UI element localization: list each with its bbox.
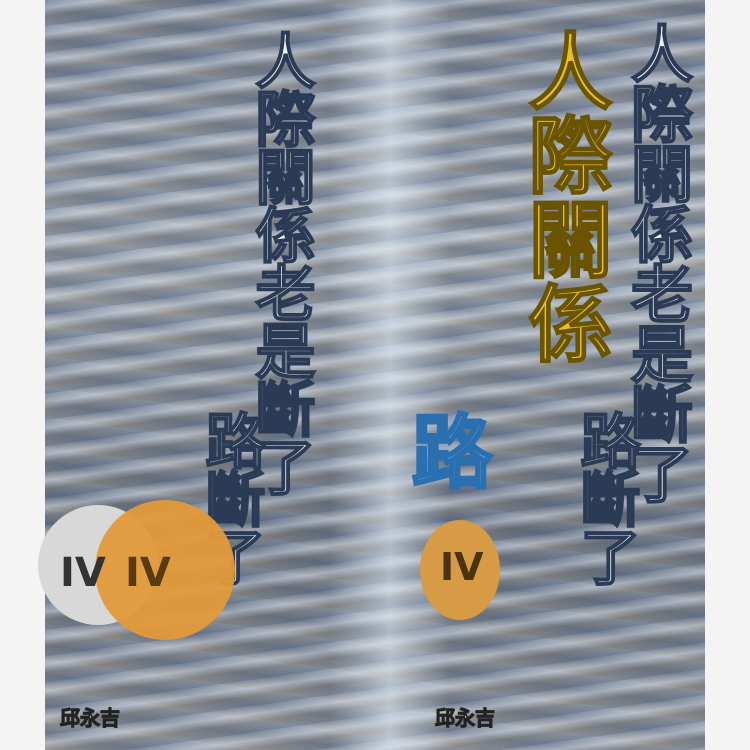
title-highlight: 人際關係 (514, 27, 614, 365)
author: 邱永吉 (435, 706, 496, 731)
accent-char: 路 (398, 409, 494, 492)
light-streak (330, 0, 450, 750)
author: 邱永吉 (60, 706, 121, 731)
badge-label: IV (125, 550, 171, 596)
badge-label: IV (440, 545, 484, 589)
subtitle-right: 路斷了 (569, 409, 641, 585)
title-left: 人際關係老是斷了 (244, 29, 316, 495)
badge-circle-right (420, 520, 500, 620)
badge-circle (95, 500, 235, 640)
title-right: 人際關係老是斷了 (619, 21, 694, 503)
badge-label: IV (60, 550, 106, 596)
